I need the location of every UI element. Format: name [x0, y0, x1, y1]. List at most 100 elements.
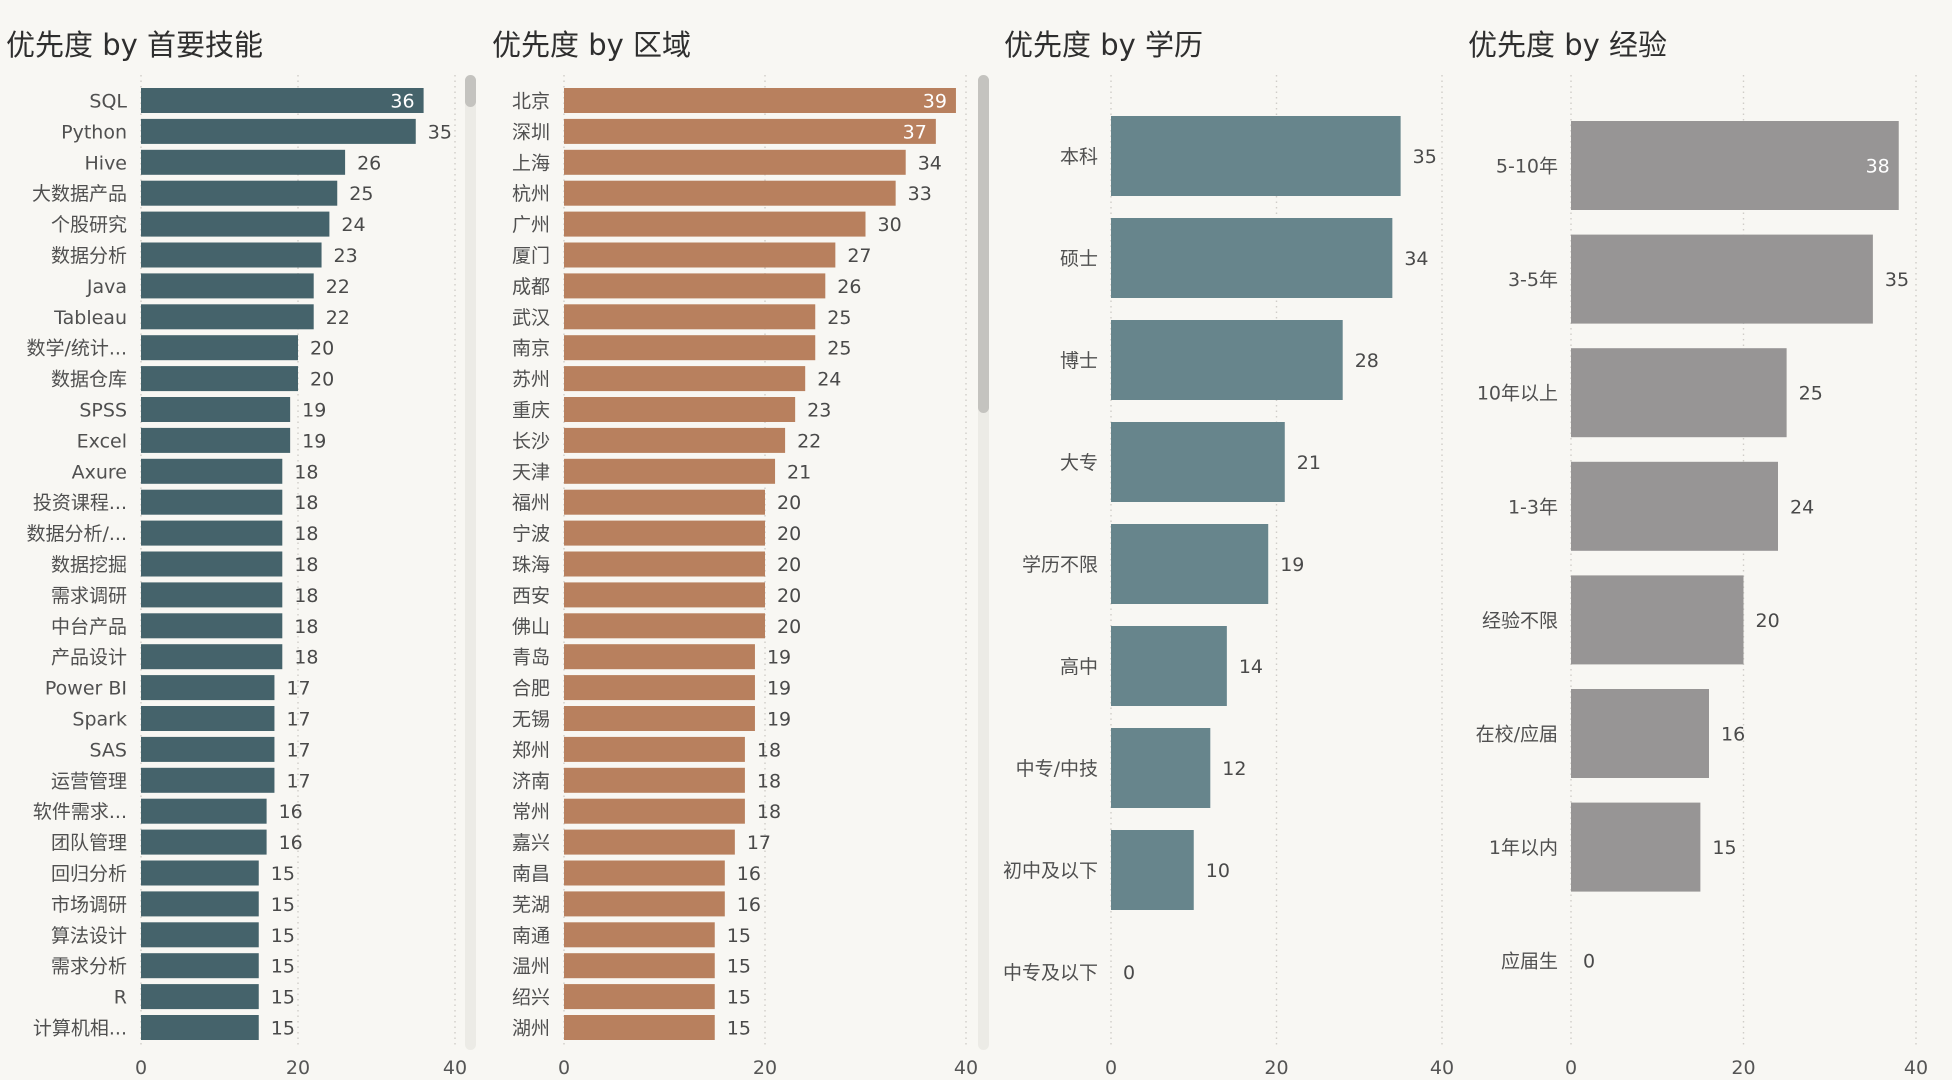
- data-label: 24: [817, 369, 841, 391]
- bar[interactable]: [564, 118, 936, 144]
- bar[interactable]: [141, 88, 424, 113]
- data-label: 36: [390, 91, 414, 113]
- bar[interactable]: [141, 149, 346, 175]
- bar[interactable]: [564, 644, 755, 670]
- bar[interactable]: [564, 149, 906, 175]
- bar[interactable]: [1111, 218, 1393, 298]
- bar[interactable]: [564, 88, 956, 113]
- bar[interactable]: [141, 706, 275, 731]
- scrollbar-thumb-region[interactable]: [978, 75, 989, 413]
- bar[interactable]: [1111, 320, 1343, 400]
- bar[interactable]: [1571, 461, 1778, 551]
- scrollbar-skills[interactable]: [465, 75, 476, 1050]
- bar[interactable]: [141, 675, 275, 701]
- bar[interactable]: [141, 335, 298, 361]
- bar[interactable]: [141, 736, 275, 762]
- data-label: 17: [286, 739, 310, 761]
- chart-title-skills: 优先度 by 首要技能: [6, 28, 264, 62]
- bar[interactable]: [564, 1015, 715, 1040]
- bar[interactable]: [564, 242, 836, 268]
- bar[interactable]: [1111, 728, 1211, 808]
- bar[interactable]: [564, 736, 745, 762]
- bar[interactable]: [564, 273, 826, 299]
- data-label: 19: [767, 647, 791, 669]
- category-label: Hive: [85, 152, 128, 174]
- bar[interactable]: [1571, 234, 1873, 324]
- bar[interactable]: [1571, 121, 1899, 210]
- bar[interactable]: [564, 984, 715, 1010]
- data-label: 16: [737, 894, 761, 916]
- category-label: SQL: [89, 91, 127, 113]
- bar[interactable]: [1571, 689, 1709, 778]
- bar[interactable]: [1111, 116, 1401, 196]
- bar[interactable]: [564, 706, 755, 731]
- bar[interactable]: [564, 489, 765, 515]
- data-label: 20: [310, 338, 334, 360]
- data-label: 0: [1583, 951, 1595, 973]
- data-label: 22: [326, 307, 350, 329]
- bar[interactable]: [564, 922, 715, 948]
- bar[interactable]: [141, 180, 338, 206]
- bar[interactable]: [141, 582, 283, 608]
- bar[interactable]: [1111, 626, 1227, 706]
- bar[interactable]: [564, 860, 725, 886]
- bar[interactable]: [564, 520, 765, 546]
- bar[interactable]: [141, 767, 275, 793]
- bar[interactable]: [141, 273, 314, 299]
- bar[interactable]: [141, 1015, 259, 1040]
- bar[interactable]: [141, 984, 259, 1010]
- bar[interactable]: [141, 644, 283, 670]
- category-label: 运营管理: [51, 770, 127, 792]
- bar[interactable]: [564, 798, 745, 824]
- bar[interactable]: [141, 397, 291, 422]
- scrollbar-region[interactable]: [978, 75, 989, 1050]
- bar[interactable]: [564, 335, 816, 361]
- bar[interactable]: [141, 304, 314, 330]
- bar[interactable]: [141, 118, 416, 144]
- bar[interactable]: [141, 211, 330, 237]
- bar[interactable]: [141, 922, 259, 948]
- bar[interactable]: [564, 767, 745, 793]
- bar[interactable]: [564, 397, 796, 422]
- data-label: 25: [1799, 383, 1823, 405]
- bar[interactable]: [141, 551, 283, 577]
- bar[interactable]: [141, 860, 259, 886]
- bar[interactable]: [564, 829, 735, 855]
- bar[interactable]: [141, 242, 322, 268]
- category-label: 厦门: [512, 245, 550, 267]
- bar[interactable]: [141, 458, 283, 484]
- bar[interactable]: [141, 798, 267, 824]
- bar[interactable]: [564, 551, 765, 577]
- bar[interactable]: [564, 613, 765, 639]
- category-label: 宁波: [512, 523, 550, 545]
- bar[interactable]: [564, 675, 755, 701]
- bar[interactable]: [141, 520, 283, 546]
- bar[interactable]: [1571, 802, 1701, 892]
- bar[interactable]: [141, 829, 267, 855]
- bar[interactable]: [564, 458, 776, 484]
- bar[interactable]: [141, 366, 298, 392]
- bar[interactable]: [141, 427, 291, 453]
- bar[interactable]: [141, 489, 283, 515]
- data-label: 20: [777, 554, 801, 576]
- bar[interactable]: [141, 613, 283, 639]
- bar[interactable]: [141, 891, 259, 917]
- data-label: 20: [777, 585, 801, 607]
- bar[interactable]: [564, 304, 816, 330]
- bar[interactable]: [564, 366, 806, 392]
- bar[interactable]: [141, 953, 259, 979]
- bar[interactable]: [564, 582, 765, 608]
- scrollbar-thumb-skills[interactable]: [465, 75, 476, 107]
- data-label: 27: [847, 245, 871, 267]
- bar[interactable]: [564, 180, 896, 206]
- bar[interactable]: [564, 211, 866, 237]
- bar[interactable]: [1111, 524, 1269, 604]
- bar[interactable]: [564, 891, 725, 917]
- bar-chart-region: 0 20 40 北京 39 深圳 37 上海 34 杭州 33 广州 30 厦门 27 成都 26 武汉 25 南京 2…: [512, 75, 978, 1079]
- bar[interactable]: [1111, 422, 1285, 502]
- bar[interactable]: [564, 427, 786, 453]
- bar[interactable]: [1571, 575, 1744, 665]
- bar[interactable]: [564, 953, 715, 979]
- bar[interactable]: [1111, 830, 1194, 910]
- bar[interactable]: [1571, 348, 1787, 438]
